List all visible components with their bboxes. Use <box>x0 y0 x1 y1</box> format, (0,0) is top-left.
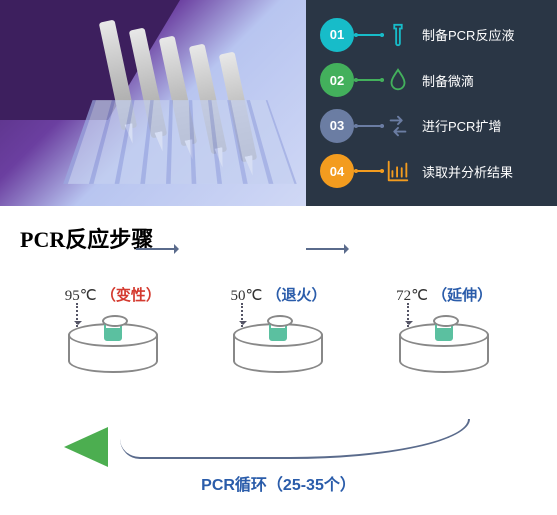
step-badge: 01 <box>320 18 354 52</box>
step-label: 制备微滴 <box>422 71 474 90</box>
step-04: 04.step:nth-child(4) .line::before,.step… <box>306 149 557 193</box>
chart-icon <box>384 157 412 185</box>
step-badge: 02 <box>320 63 354 97</box>
cylinder-icon <box>399 323 489 373</box>
cycle-label-row: PCR循环（25-35个） <box>0 471 557 495</box>
cycle-curve <box>120 419 470 459</box>
connector-line: .step:nth-child(1) .line::before,.step:n… <box>354 34 384 36</box>
arrow-icon <box>306 248 348 250</box>
step-badge: 04 <box>320 154 354 188</box>
step-03: 03.step:nth-child(3) .line::before,.step… <box>306 104 557 148</box>
connector-line: .step:nth-child(2) .line::before,.step:n… <box>354 79 384 81</box>
drop-icon <box>384 66 412 94</box>
diagram-title: PCR反应步骤 <box>20 222 537 254</box>
transfer-icon <box>384 112 412 140</box>
stage-2: 72℃ （延伸） <box>369 284 519 373</box>
pipette-photo <box>0 0 306 206</box>
tube-icon <box>384 21 412 49</box>
top-row: 01.step:nth-child(1) .line::before,.step… <box>0 0 557 206</box>
cycle-label: PCR循环（25-35个） <box>201 477 356 494</box>
diagram-panel: PCR反应步骤 95℃ （变性） 50℃ （退火） 72℃ （延伸） PCR循环… <box>0 206 557 515</box>
cylinder-icon <box>233 323 323 373</box>
stage-0: 95℃ （变性） <box>38 284 188 373</box>
step-02: 02.step:nth-child(2) .line::before,.step… <box>306 58 557 102</box>
stage-1: 50℃ （退火） <box>203 284 353 373</box>
stage-label: 95℃ （变性） <box>38 284 188 305</box>
step-label: 制备PCR反应液 <box>422 25 514 44</box>
cycle-arrow-icon <box>64 427 108 467</box>
step-label: 读取并分析结果 <box>422 162 513 181</box>
connector-line: .step:nth-child(4) .line::before,.step:n… <box>354 170 384 172</box>
cylinder-icon <box>68 323 158 373</box>
stage-label: 50℃ （退火） <box>203 284 353 305</box>
stages-row: 95℃ （变性） 50℃ （退火） 72℃ （延伸） <box>20 284 537 373</box>
stage-label: 72℃ （延伸） <box>369 284 519 305</box>
steps-panel: 01.step:nth-child(1) .line::before,.step… <box>306 0 557 206</box>
connector-line: .step:nth-child(3) .line::before,.step:n… <box>354 125 384 127</box>
arrow-icon <box>136 248 178 250</box>
step-badge: 03 <box>320 109 354 143</box>
step-label: 进行PCR扩增 <box>422 116 501 135</box>
step-01: 01.step:nth-child(1) .line::before,.step… <box>306 13 557 57</box>
